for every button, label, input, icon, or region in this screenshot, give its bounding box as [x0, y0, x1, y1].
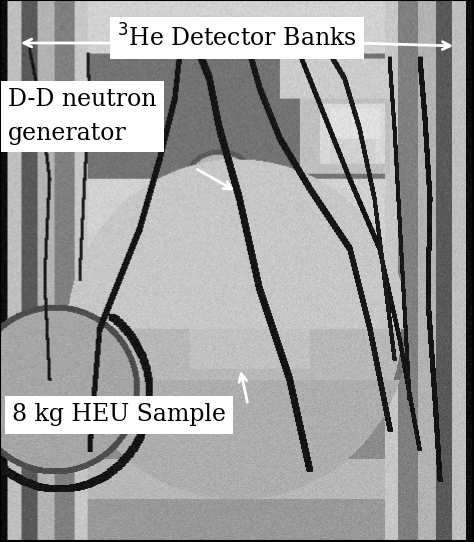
Text: 8 kg HEU Sample: 8 kg HEU Sample: [12, 403, 226, 427]
Text: $^{3}$He Detector Banks: $^{3}$He Detector Banks: [117, 24, 357, 51]
Text: D-D neutron
generator: D-D neutron generator: [8, 88, 156, 145]
